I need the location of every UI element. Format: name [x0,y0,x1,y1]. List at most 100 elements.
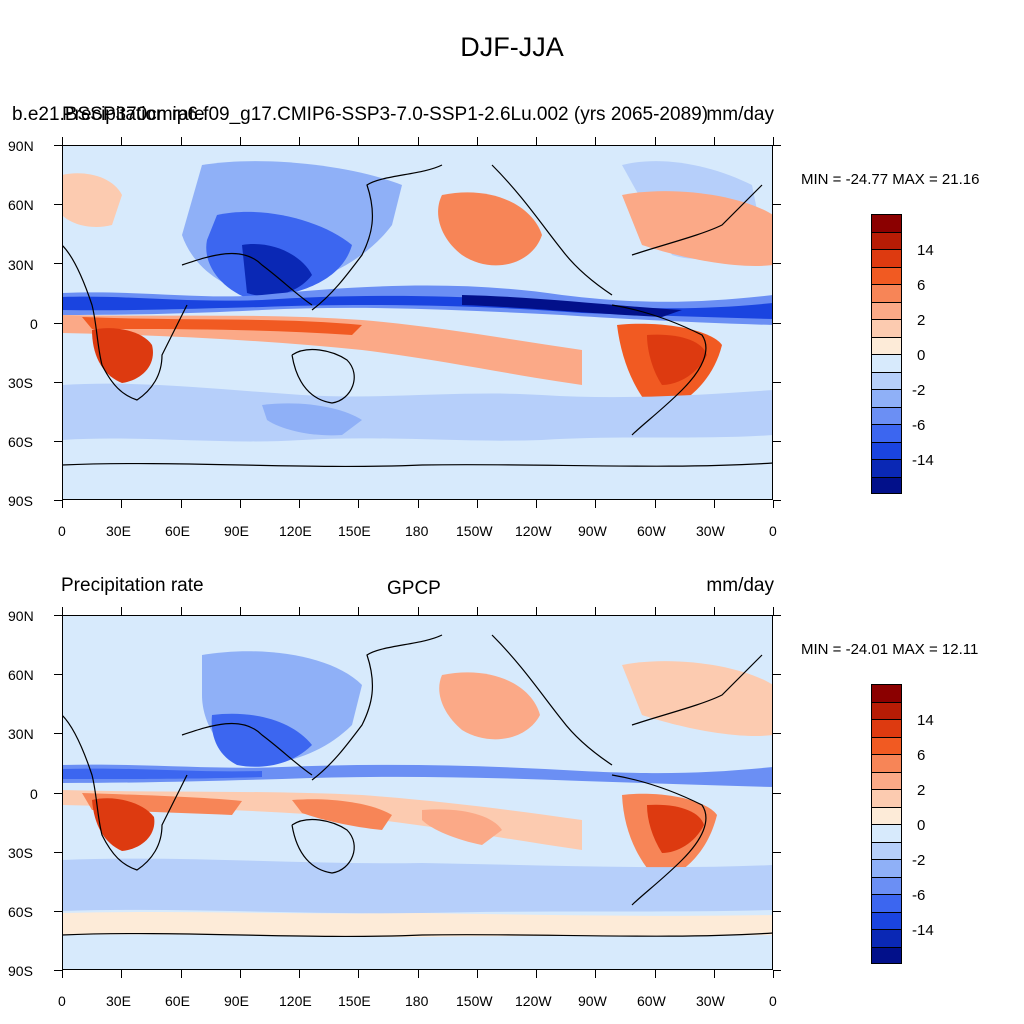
panel1-lon-tick: 90E [224,523,249,539]
lon-tick-mark [773,607,774,615]
panel1-colorbar [871,214,902,494]
panel2-colorbar-label: 6 [917,747,926,764]
panel1-lat-tick: 90S [8,493,33,509]
panel2-lon-tick: 180 [405,993,429,1009]
colorbar-swatch [871,284,902,302]
colorbar-swatch [871,771,902,789]
panel2-lon-tick: 150W [456,993,493,1009]
lon-tick-mark [180,137,182,145]
panel1-lat-tick: 0 [30,316,38,332]
panel2-colorbar-label: 0 [917,817,926,834]
lon-tick-mark [299,137,300,145]
lat-tick-mark [773,263,781,265]
panel1-lon-tick: 180 [405,523,429,539]
lon-tick-mark [180,970,182,978]
lat-tick-mark [54,674,62,676]
colorbar-swatch [871,876,902,894]
panel2-dataset-title: GPCP [387,578,441,599]
colorbar-swatch [871,736,902,754]
lon-tick-mark [476,500,478,508]
colorbar-swatch [871,319,902,337]
lon-tick-mark [417,137,419,145]
lat-tick-mark [773,970,781,971]
lon-tick-mark [62,970,63,978]
lon-tick-mark [239,500,241,508]
panel2-lon-tick: 30W [696,993,725,1009]
panel2-lat-tick: 90S [8,963,33,979]
panel1-colorbar-label: -14 [912,452,934,469]
lon-tick-mark [121,607,123,615]
panel1-lon-tick: 30E [106,523,131,539]
lon-tick-mark [595,607,597,615]
panel2-lat-tick: 30S [8,845,33,861]
lat-tick-mark [54,263,62,265]
panel1-colorbar-label: 6 [917,277,926,294]
colorbar-swatch [871,301,902,319]
lat-tick-mark [773,204,781,206]
lon-tick-mark [417,500,419,508]
colorbar-swatch [871,336,902,354]
panel1-lat-tick: 60N [8,197,34,213]
lon-tick-mark [595,137,597,145]
colorbar-swatch [871,459,902,477]
lon-tick-mark [536,607,537,615]
lat-tick-mark [54,204,62,206]
colorbar-swatch [871,894,902,912]
panel2-lon-tick: 0 [58,993,66,1009]
colorbar-swatch [871,701,902,719]
panel2-colorbar [871,684,902,964]
panel2-colorbar-label: -2 [912,852,926,869]
panel1-lat-tick: 90N [8,138,34,154]
panel1-lon-tick: 60W [637,523,666,539]
lon-tick-mark [62,607,63,615]
colorbar-swatch [871,476,902,494]
lon-tick-mark [654,970,656,978]
panel2-colorbar-label: 2 [917,782,926,799]
lon-tick-mark [773,137,774,145]
lon-tick-mark [476,607,478,615]
panel1-colorbar-label: 0 [917,347,926,364]
lat-tick-mark [773,500,781,501]
colorbar-swatch [871,841,902,859]
lat-tick-mark [773,322,781,324]
lat-tick-mark [54,733,62,735]
lat-tick-mark [54,500,62,501]
figure-title: DJF-JJA [460,32,564,62]
panel2-lon-tick: 120W [515,993,552,1009]
panel1-lon-tick: 60E [165,523,190,539]
lat-tick-mark [54,440,62,442]
lon-tick-mark [476,970,478,978]
lat-tick-mark [54,970,62,971]
panel2-lon-tick: 150E [338,993,371,1009]
lon-tick-mark [713,137,715,145]
panel2-lat-tick: 60S [8,904,33,920]
lon-tick-mark [417,607,419,615]
lon-tick-mark [713,500,715,508]
panel1-units: mm/day [706,104,774,125]
panel1-lon-tick: 30W [696,523,725,539]
panel1-colorbar-label: -2 [912,382,926,399]
panel1-frame [62,145,773,500]
lon-tick-mark [299,500,300,508]
colorbar-swatch [871,214,902,232]
colorbar-swatch [871,806,902,824]
colorbar-swatch [871,754,902,772]
lon-tick-mark [358,970,360,978]
colorbar-swatch [871,389,902,407]
lat-tick-mark [773,851,781,853]
colorbar-swatch [871,266,902,284]
lat-tick-mark [54,910,62,912]
lat-tick-mark [773,910,781,912]
colorbar-swatch [871,824,902,842]
panel1-case-title: b.e21.BSSP370cmip6.f09_g17.CMIP6-SSP3-7.… [12,104,709,125]
colorbar-swatch [871,354,902,372]
lat-tick-mark [54,145,62,146]
panel2-colorbar-label: -6 [912,887,926,904]
lon-tick-mark [536,970,537,978]
lon-tick-mark [595,970,597,978]
lon-tick-mark [62,137,63,145]
lat-tick-mark [773,440,781,442]
panel2-variable-title: Precipitation rate [61,575,204,596]
colorbar-swatch [871,231,902,249]
panel2-lon-tick: 120E [279,993,312,1009]
